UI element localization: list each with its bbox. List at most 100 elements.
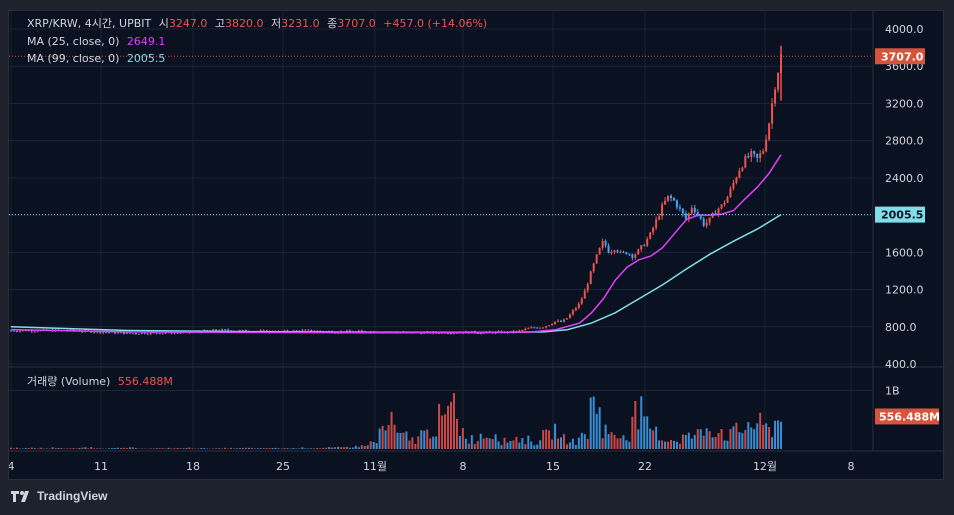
volume-bar <box>732 426 735 449</box>
candle-body <box>681 208 684 214</box>
open-value: 3247.0 <box>168 17 208 30</box>
volume-bar <box>429 438 432 449</box>
candle-body <box>738 170 741 178</box>
volume-badge: 556.488M <box>879 410 940 423</box>
price-tick-label: 800.0 <box>885 321 917 334</box>
volume-bar <box>328 447 331 449</box>
volume-bar <box>521 438 524 449</box>
candle-body <box>155 332 158 334</box>
volume-bar <box>435 436 438 449</box>
candle-body <box>619 251 622 253</box>
volume-bar <box>500 445 503 449</box>
candle-body <box>173 332 176 334</box>
volume-bar <box>723 440 726 449</box>
candle-body <box>357 330 360 332</box>
volume-bar <box>108 448 111 449</box>
candle-body <box>601 241 604 248</box>
volume-bar <box>384 430 387 449</box>
candle-body <box>684 213 687 220</box>
candle-body <box>21 330 24 332</box>
price-tick-label: 2400.0 <box>885 172 924 185</box>
chart-canvas[interactable]: 4000.03600.03200.02800.02400.02000.01600… <box>9 11 945 481</box>
volume-bar <box>78 447 81 449</box>
volume-bar <box>655 426 658 449</box>
volume-bar <box>711 437 714 449</box>
volume-bar <box>699 429 702 449</box>
candle-body <box>690 207 693 214</box>
candle-body <box>720 204 723 209</box>
candle-body <box>215 329 218 331</box>
ma25-label: MA (25, close, 0) <box>27 35 120 48</box>
candle-body <box>664 200 667 205</box>
volume-bar <box>27 448 30 449</box>
volume-bar <box>224 447 227 449</box>
volume-legend[interactable]: 거래량 (Volume) 556.488M <box>27 375 177 389</box>
volume-bar <box>670 439 672 449</box>
candle-body <box>759 153 762 158</box>
volume-bar <box>354 445 357 449</box>
candle-body <box>301 330 304 332</box>
time-tick-label: 11 <box>94 460 108 473</box>
time-tick-label: 8 <box>848 460 855 473</box>
volume-bar <box>319 448 322 449</box>
volume-bar <box>518 442 521 449</box>
volume-bar <box>565 444 568 449</box>
candle-body <box>158 333 161 335</box>
volume-bar <box>238 448 241 449</box>
volume-bar <box>777 420 780 449</box>
candle-body <box>589 271 592 285</box>
candle-body <box>137 333 140 335</box>
volume-bar <box>580 432 583 449</box>
candle-body <box>128 332 131 334</box>
volume-bar <box>762 424 765 449</box>
candle-body <box>678 207 681 209</box>
candle-body <box>310 329 313 332</box>
volume-bar <box>586 439 589 449</box>
volume-bar <box>658 440 661 449</box>
ma25-value: 2649.1 <box>126 35 166 48</box>
ma99-legend[interactable]: MA (99, close, 0) 2005.5 <box>27 52 169 66</box>
volume-bar <box>307 448 310 449</box>
volume-bar <box>616 438 619 449</box>
volume-bar <box>149 448 152 449</box>
volume-bar <box>675 441 678 449</box>
volume-bar <box>375 443 378 449</box>
chart-frame[interactable]: 4000.03600.03200.02800.02400.02000.01600… <box>8 10 945 481</box>
candle-body <box>646 238 649 246</box>
volume-bar <box>756 423 759 449</box>
volume-bar <box>714 437 717 449</box>
ma25-legend[interactable]: MA (25, close, 0) 2649.1 <box>27 35 169 49</box>
candle-body <box>283 330 286 332</box>
volume-bar <box>203 448 206 449</box>
volume-bar <box>283 448 286 449</box>
volume-bar <box>390 411 393 449</box>
candle-body <box>476 332 479 334</box>
volume-bar <box>750 427 753 449</box>
candle-body <box>152 332 155 334</box>
ma99-value: 2005.5 <box>126 52 166 65</box>
volume-bar <box>30 447 33 449</box>
volume-bar <box>256 448 259 449</box>
volume-bar <box>619 438 622 449</box>
volume-bar <box>200 448 203 449</box>
tradingview-watermark[interactable]: TradingView <box>10 489 107 503</box>
volume-bar <box>393 424 396 449</box>
ma99-line <box>10 213 782 334</box>
candle-body <box>530 327 533 329</box>
candle-body <box>634 254 637 258</box>
volume-bar <box>280 448 283 449</box>
candle-body <box>732 182 735 189</box>
candle-body <box>179 332 182 334</box>
candle-body <box>616 250 619 252</box>
volume-bar <box>557 438 560 449</box>
candle-body <box>117 332 120 334</box>
candle-body <box>10 330 12 332</box>
volume-bar <box>426 429 429 449</box>
candle-body <box>610 252 613 254</box>
candle-body <box>655 219 658 228</box>
volume-bar <box>661 440 664 449</box>
volume-bar <box>414 443 417 449</box>
volume-bar <box>24 448 27 449</box>
volume-bar <box>583 434 586 449</box>
candle-body <box>705 222 708 226</box>
